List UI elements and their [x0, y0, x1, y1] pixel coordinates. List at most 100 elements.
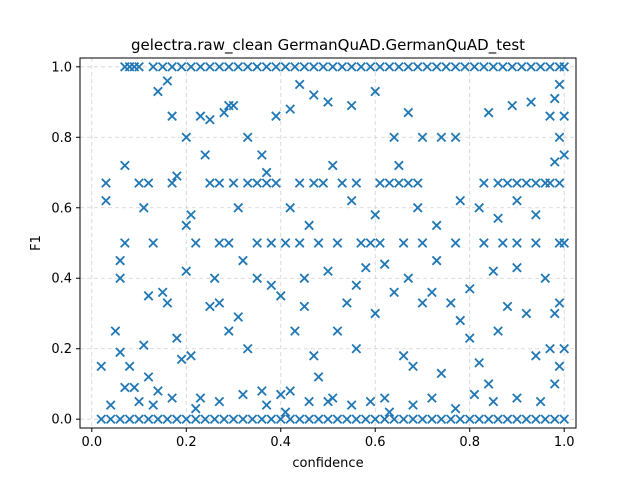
data-point [219, 107, 229, 118]
data-point [531, 350, 541, 361]
data-point [318, 178, 329, 188]
data-point [313, 414, 324, 425]
y-axis-label: F1 [29, 235, 44, 251]
data-point [271, 178, 281, 188]
data-point [549, 414, 560, 425]
x-tick-label: 0.0 [81, 435, 102, 450]
data-point [176, 61, 187, 72]
data-point [346, 61, 357, 72]
data-point [105, 414, 116, 425]
y-tick-label: 0.6 [51, 201, 72, 216]
data-point [512, 178, 522, 188]
data-point [559, 111, 570, 121]
data-point [474, 202, 484, 213]
data-point [181, 132, 192, 143]
data-point [370, 414, 381, 425]
data-point [101, 195, 111, 206]
data-point [214, 61, 225, 72]
data-point [172, 333, 182, 343]
y-tick-label: 0.2 [51, 342, 72, 357]
data-point [120, 160, 130, 171]
data-point [403, 178, 414, 188]
data-point [493, 178, 503, 188]
data-point [167, 61, 177, 72]
data-point [285, 386, 296, 396]
data-point [450, 61, 461, 72]
data-point [384, 178, 395, 188]
data-point [389, 132, 399, 143]
data-point [441, 61, 451, 72]
data-point [238, 414, 248, 425]
data-point [455, 315, 466, 326]
data-point [493, 414, 503, 425]
data-point [257, 150, 267, 160]
data-point [313, 372, 324, 382]
data-point [455, 195, 466, 206]
data-point [479, 61, 489, 72]
data-point [205, 301, 215, 312]
data-point [167, 393, 177, 403]
data-point [186, 61, 196, 72]
data-point [535, 396, 546, 407]
data-point [181, 266, 192, 277]
data-point [554, 298, 565, 308]
data-point [540, 178, 551, 188]
data-point [554, 361, 565, 372]
data-point [332, 238, 343, 248]
data-point [214, 396, 225, 407]
data-point [403, 273, 414, 284]
data-point [290, 61, 300, 72]
data-point [417, 132, 428, 143]
data-point [554, 238, 565, 248]
data-point [483, 414, 494, 425]
data-point [266, 280, 277, 291]
data-point [257, 386, 267, 396]
data-point [280, 238, 291, 248]
data-point [427, 414, 437, 425]
data-point [205, 114, 215, 125]
y-tick-label: 1.0 [51, 60, 72, 75]
data-point [545, 343, 555, 354]
data-point [143, 414, 154, 425]
data-point [512, 262, 522, 273]
data-point [559, 343, 570, 354]
data-point [436, 368, 447, 379]
data-point [394, 178, 404, 188]
data-point [190, 403, 201, 414]
data-point [327, 393, 338, 403]
data-point [365, 61, 376, 72]
data-point [294, 238, 305, 248]
data-point [195, 61, 206, 72]
data-point [549, 308, 560, 319]
data-point [223, 326, 234, 336]
data-point [299, 301, 310, 312]
data-point [261, 61, 272, 72]
data-point [138, 202, 149, 213]
data-point [375, 238, 385, 248]
data-point [304, 414, 314, 425]
data-point [327, 61, 338, 72]
data-point [488, 266, 499, 277]
data-point [271, 61, 281, 72]
data-point [559, 150, 570, 160]
data-point [507, 61, 518, 72]
data-point [115, 347, 125, 358]
data-point [290, 326, 300, 336]
data-point [379, 414, 390, 425]
data-point [549, 379, 560, 389]
data-point [275, 291, 286, 301]
data-point [427, 393, 437, 403]
data-point [167, 178, 177, 188]
data-point [389, 287, 399, 298]
data-point [134, 396, 144, 407]
data-point [280, 61, 291, 72]
data-point [535, 61, 546, 72]
data-point [233, 202, 244, 213]
data-point [526, 61, 536, 72]
data-point [469, 61, 480, 72]
data-point [153, 414, 163, 425]
data-point [445, 298, 456, 308]
data-point [294, 414, 305, 425]
data-point [346, 100, 357, 111]
data-point [323, 97, 333, 107]
